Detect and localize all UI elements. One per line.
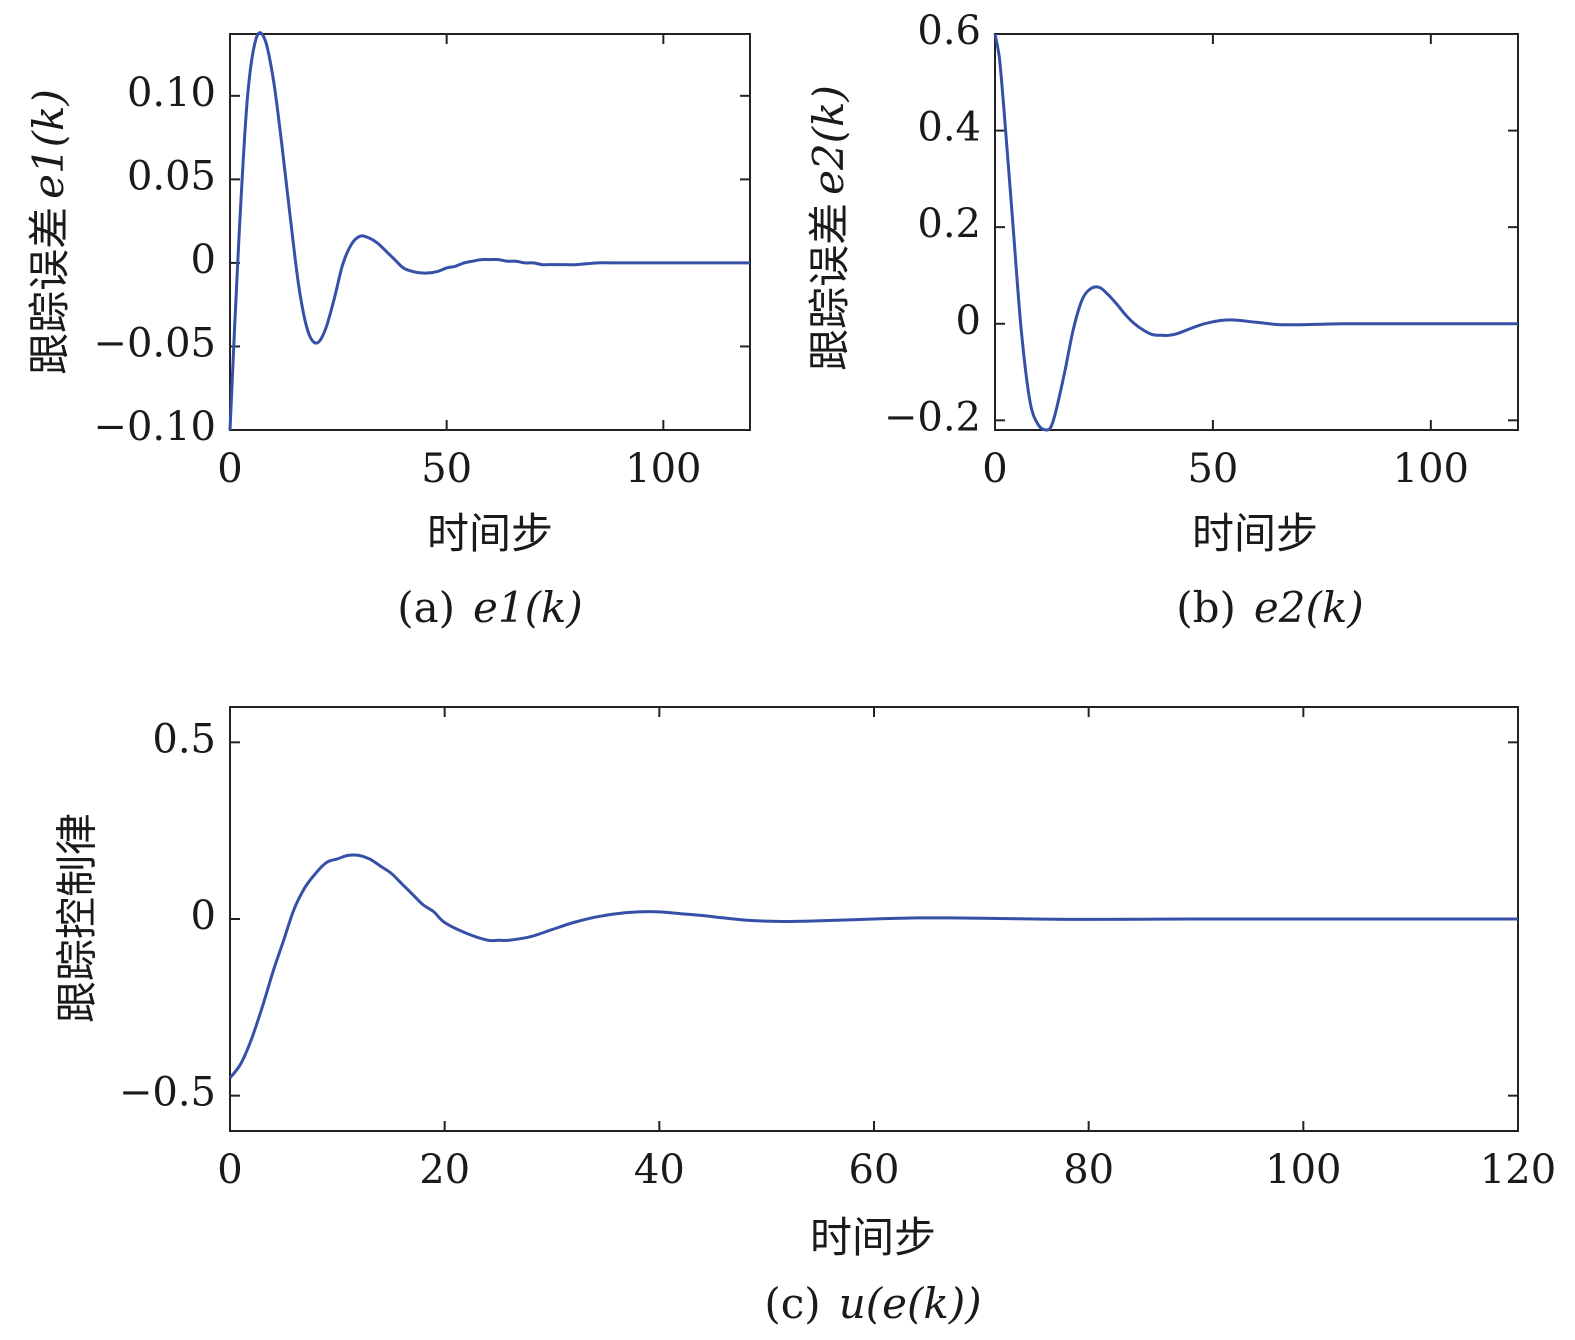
y-tick-label-b: 0.6 xyxy=(917,8,981,54)
x-tick-label-c: 20 xyxy=(419,1147,470,1193)
y-tick-label-c: −0.5 xyxy=(119,1070,216,1116)
caption-math-b: e2(k) xyxy=(1254,583,1364,632)
y-tick-label-a: −0.05 xyxy=(93,320,216,366)
series-line-e1 xyxy=(228,31,750,431)
y-axis-label-a: 跟踪误差 e1(k) xyxy=(24,89,74,375)
x-tick-label-a: 0 xyxy=(217,446,242,492)
x-tick-label-a: 50 xyxy=(421,446,472,492)
caption-math-a: e1(k) xyxy=(473,583,583,632)
series-line-e2 xyxy=(993,33,1518,432)
y-tick-label-b: 0 xyxy=(956,298,981,344)
y-tick-label-c: 0 xyxy=(191,893,216,939)
x-axis-label-a: 时间步 xyxy=(427,509,553,558)
x-tick-label-a: 100 xyxy=(625,446,701,492)
x-tick-label-c: 80 xyxy=(1063,1147,1114,1193)
x-tick-label-b: 50 xyxy=(1187,446,1238,492)
y-tick-label-c: 0.5 xyxy=(152,716,216,762)
x-tick-label-b: 100 xyxy=(1393,446,1469,492)
svg-text:(c) u(e(k)): (c) u(e(k)) xyxy=(764,1279,981,1328)
y-tick-label-a: 0 xyxy=(191,237,216,283)
y-tick-label-a: −0.10 xyxy=(93,404,216,450)
svg-text:(b) e2(k): (b) e2(k) xyxy=(1176,583,1363,632)
x-axis-label-b: 时间步 xyxy=(1192,509,1318,558)
y-axis-label-b: 跟踪误差 e2(k) xyxy=(804,85,854,371)
caption-prefix-c: (c) xyxy=(764,1279,820,1328)
y-axis-label-text-c: 跟踪控制律 xyxy=(53,813,102,1023)
axes-frame-a xyxy=(229,33,751,431)
y-tick-label-a: 0.05 xyxy=(127,153,216,199)
y-axis-label-c: 跟踪控制律 xyxy=(53,813,102,1023)
panel-c-u: 0 20 40 60 80 100 120−0.500.5 跟踪控制律 时间步 (c) u(… xyxy=(53,706,1556,1328)
x-tick-label-c: 0 xyxy=(217,1147,242,1193)
x-axis-label-c: 时间步 xyxy=(810,1213,936,1262)
panel-b-e2: 0 50 100−0.200.20.40.6 跟踪误差 e2(k) 时间步 (b) … xyxy=(804,8,1519,632)
y-tick-label-a: 0.10 xyxy=(127,70,216,116)
y-tick-label-b: 0.2 xyxy=(917,201,981,247)
y-tick-label-b: −0.2 xyxy=(884,394,981,440)
tick-group-c: 0 20 40 60 80 100 120−0.500.5 xyxy=(119,707,1556,1193)
svg-text:(a) e1(k): (a) e1(k) xyxy=(397,583,583,632)
y-axis-label-text-a: 跟踪误差 xyxy=(25,207,74,375)
tick-group-b: 0 50 100−0.200.20.40.6 xyxy=(884,8,1518,492)
x-tick-label-c: 40 xyxy=(634,1147,685,1193)
x-tick-label-c: 120 xyxy=(1480,1147,1556,1193)
x-tick-label-c: 60 xyxy=(849,1147,900,1193)
x-tick-label-b: 0 xyxy=(982,446,1007,492)
panel-a-e1: 0 50 100 −0.10 −0.05 0 0.05 0.10 跟踪误差 e1(k) 时间步… xyxy=(24,31,751,632)
y-axis-label-text-b: 跟踪误差 xyxy=(805,203,854,371)
svg-text:跟踪误差 e1(k): 跟踪误差 e1(k) xyxy=(24,89,74,375)
caption-prefix-b: (b) xyxy=(1176,583,1236,632)
tick-group-a: 0 50 100 −0.10 −0.05 0 0.05 0.10 xyxy=(93,34,750,492)
caption-prefix-a: (a) xyxy=(397,583,455,632)
y-tick-label-b: 0.4 xyxy=(917,105,981,151)
svg-text:跟踪误差 e2(k): 跟踪误差 e2(k) xyxy=(804,85,854,371)
x-tick-label-c: 100 xyxy=(1265,1147,1341,1193)
y-axis-label-math-a: e1(k) xyxy=(24,89,73,199)
axes-frame-b xyxy=(994,33,1519,431)
series-line-u xyxy=(228,853,1518,1079)
caption-math-c: u(e(k)) xyxy=(839,1279,982,1328)
y-axis-label-math-b: e2(k) xyxy=(804,85,853,195)
